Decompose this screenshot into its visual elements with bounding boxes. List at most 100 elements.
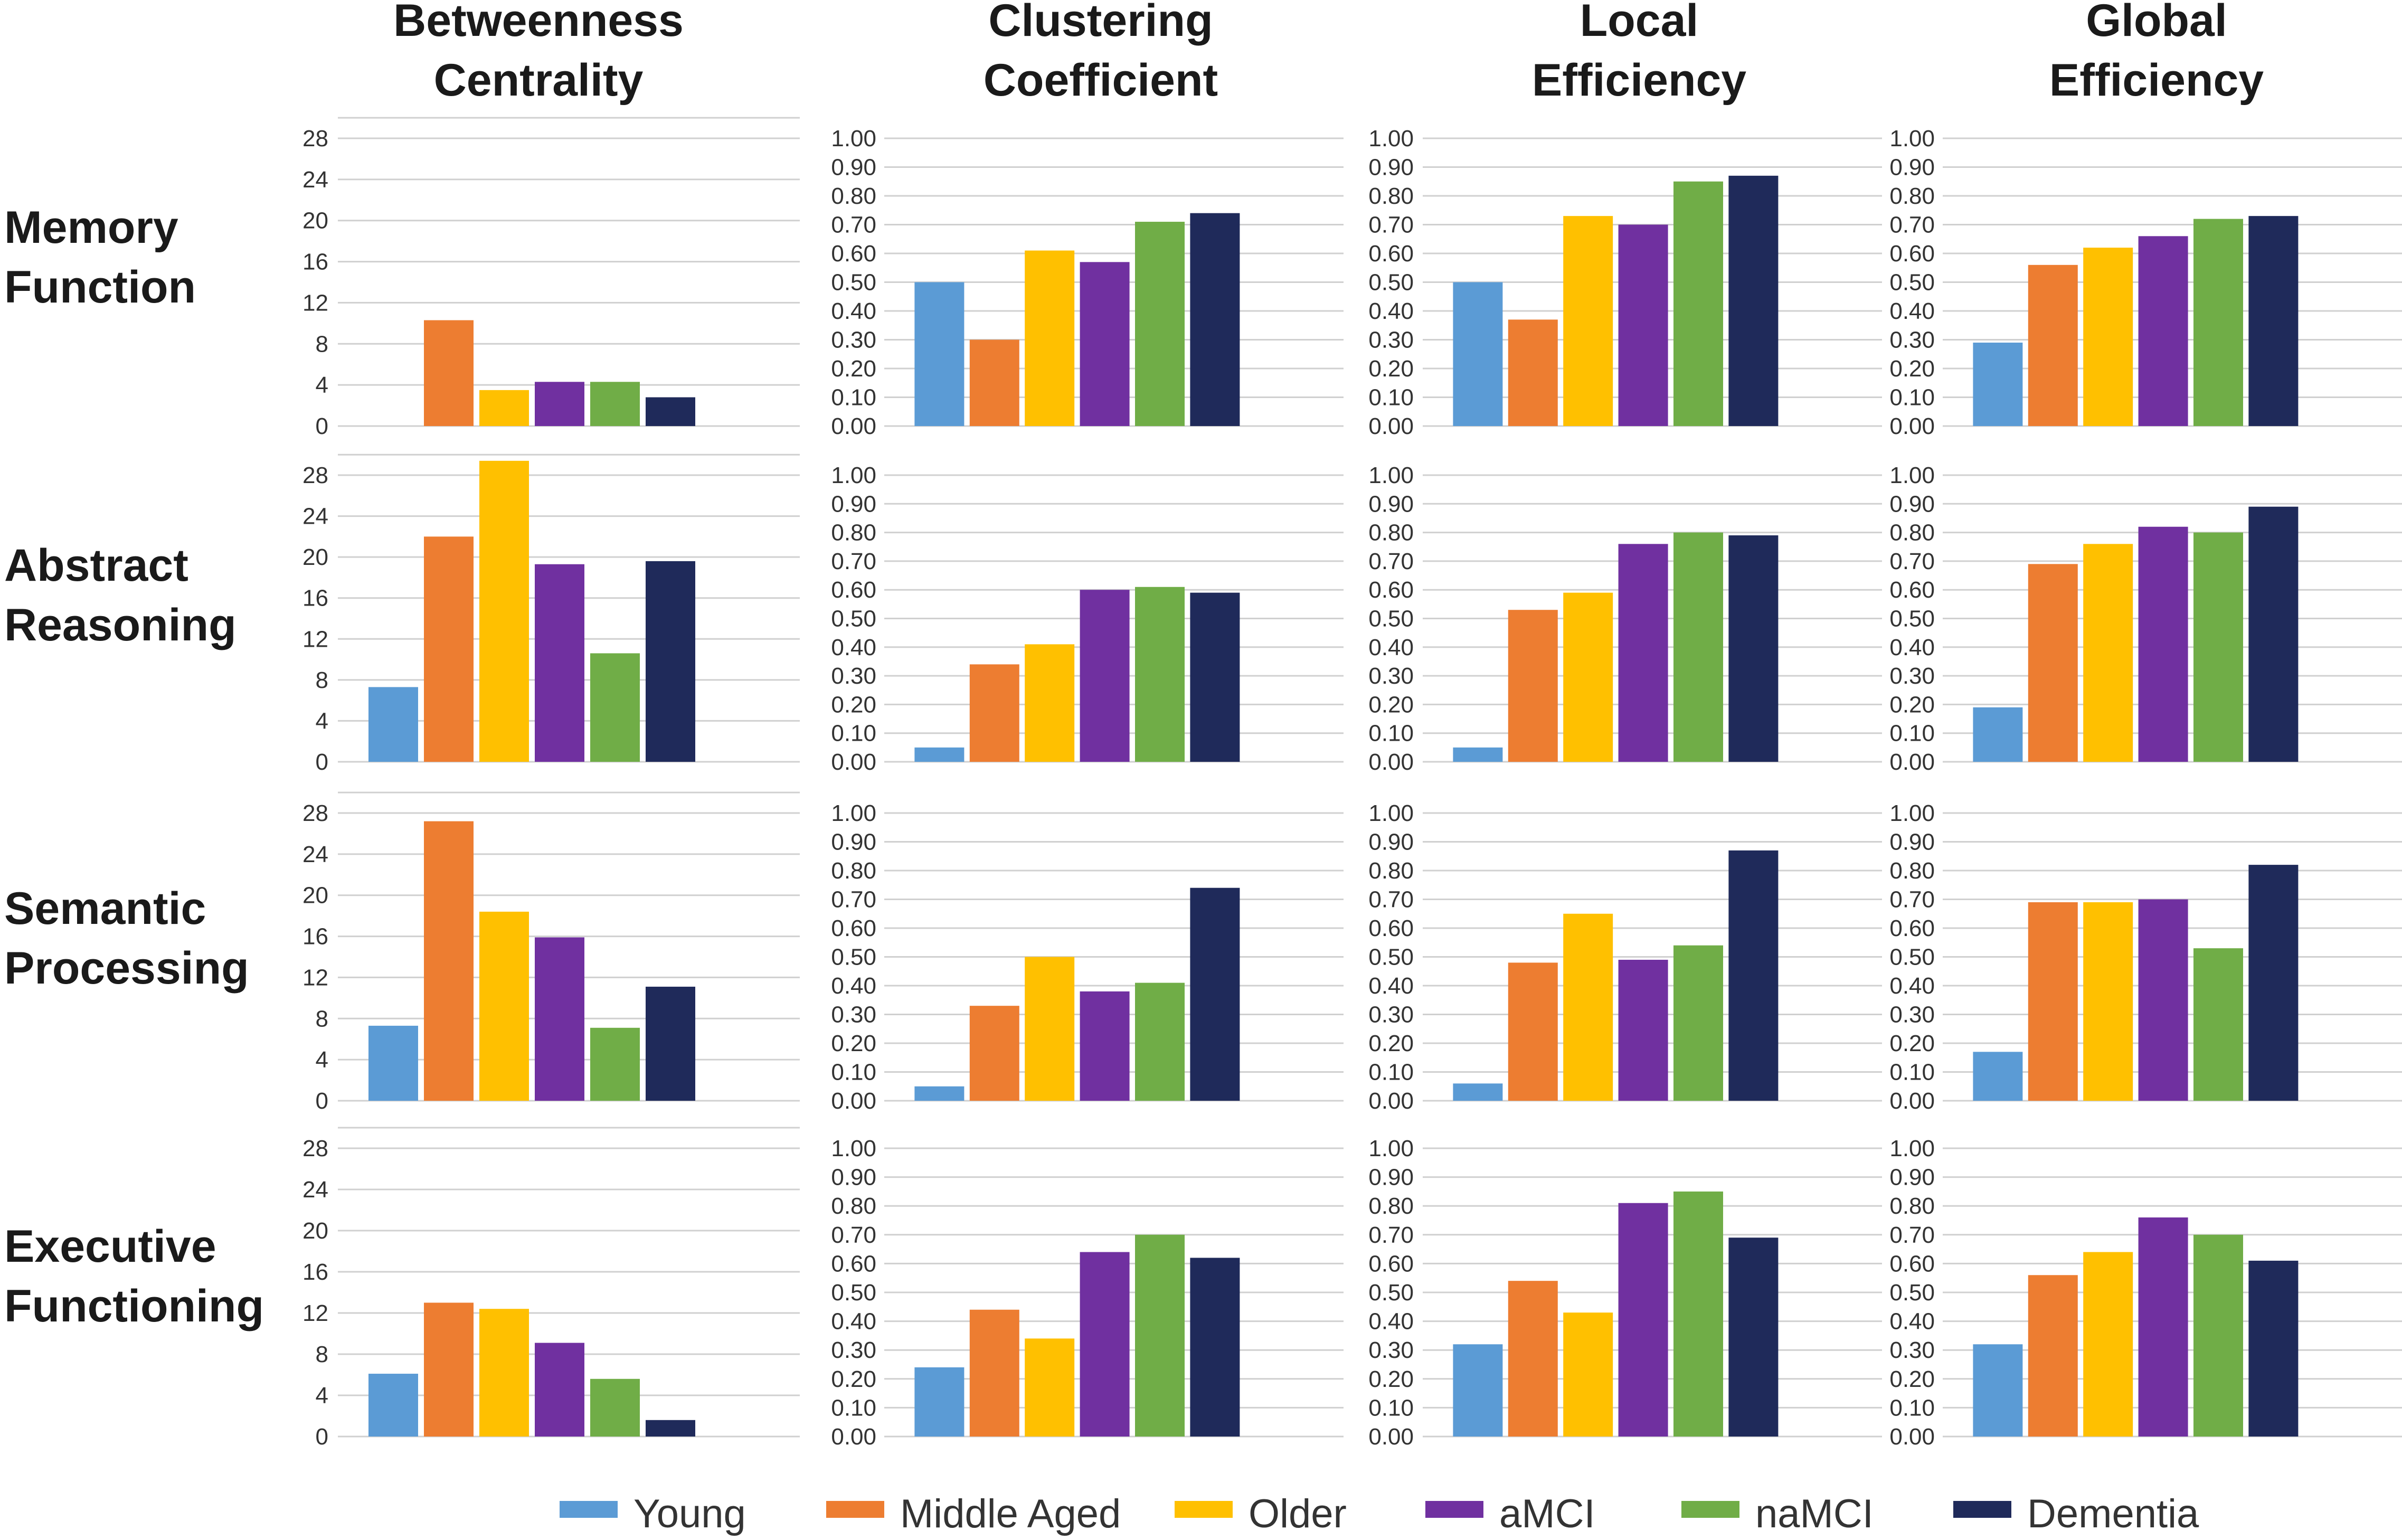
y-tick-label: 0.30 (1368, 1002, 1414, 1028)
column-title-centrality: Centrality (434, 55, 644, 106)
y-tick-label: 0.20 (831, 356, 876, 382)
y-tick-label: 0.70 (831, 1222, 876, 1248)
bar-amci (2138, 526, 2188, 762)
bar-namci (2193, 948, 2243, 1101)
y-tick-label: 0.60 (1889, 577, 1935, 603)
bar-older (479, 1309, 529, 1437)
bar-amci (1080, 262, 1130, 426)
bar-namci (1135, 222, 1185, 426)
panel-executive-functioning-betweenness-centrality: 0 4 8 12 16 20 24 28 (302, 1127, 800, 1450)
y-tick-label: 0.90 (1889, 829, 1935, 855)
y-tick-label: 1.00 (1368, 462, 1414, 488)
column-title-efficiency: Efficiency (1532, 55, 1746, 106)
bar-namci (1135, 587, 1185, 762)
y-tick-label: 0.00 (1889, 413, 1935, 439)
bar-middle-aged (1508, 1281, 1558, 1437)
y-tick-label: 0.20 (1889, 356, 1935, 382)
y-tick-label: 20 (302, 544, 328, 570)
y-tick-label: 0.90 (831, 829, 876, 855)
column-title-efficiency: Efficiency (2049, 55, 2264, 106)
bar-young (914, 747, 964, 762)
bar-middle-aged (1508, 962, 1558, 1101)
y-tick-label: 0.60 (1368, 1251, 1414, 1277)
y-tick-label: 20 (302, 1218, 328, 1244)
y-tick-label: 0.60 (1368, 577, 1414, 603)
legend: Young Middle Aged Older aMCI naMCI Dementia (560, 1491, 2199, 1536)
y-tick-label: 0.90 (831, 491, 876, 517)
y-tick-label: 0.50 (831, 606, 876, 632)
y-tick-label: 8 (316, 667, 328, 693)
y-tick-label: 0.60 (1889, 241, 1935, 267)
y-tick-label: 0.40 (1368, 298, 1414, 324)
y-tick-label: 0.80 (831, 520, 876, 546)
bar-amci (2138, 899, 2188, 1101)
y-tick-label: 0.70 (831, 549, 876, 574)
y-tick-label: 0.90 (1368, 155, 1414, 181)
y-tick-label: 28 (302, 126, 328, 152)
y-tick-label: 0.10 (1368, 1060, 1414, 1085)
row-title-function: Function (4, 262, 196, 313)
bar-young (1973, 1052, 2023, 1101)
y-tick-label: 24 (302, 167, 328, 193)
y-tick-label: 1.00 (1368, 126, 1414, 152)
bar-dementia (1728, 535, 1779, 762)
bar-middle-aged (969, 1309, 1019, 1437)
y-tick-label: 0 (316, 413, 328, 439)
y-tick-label: 0.10 (1889, 385, 1935, 411)
bar-middle-aged (2028, 902, 2078, 1101)
column-title-clustering: Clustering (988, 0, 1213, 46)
bar-dementia (646, 397, 695, 426)
y-tick-label: 0.80 (1889, 858, 1935, 884)
y-tick-label: 0.00 (1889, 1088, 1935, 1114)
bar-namci (1673, 532, 1723, 762)
y-tick-label: 0.50 (1889, 1280, 1935, 1306)
y-tick-label: 12 (302, 965, 328, 990)
y-tick-label: 0.70 (831, 212, 876, 238)
y-tick-label: 0.70 (1368, 1222, 1414, 1248)
y-tick-label: 0.10 (831, 385, 876, 411)
bar-amci (1618, 224, 1668, 426)
y-tick-label: 0.30 (831, 1002, 876, 1028)
y-tick-label: 24 (302, 504, 328, 530)
panel-semantic-processing-local-efficiency: 0.00 0.10 0.20 0.30 0.40 0.50 0.600.70 0.80 0.90… (1368, 800, 1882, 1114)
bar-older (1563, 592, 1613, 762)
y-tick-label: 0.50 (1889, 606, 1935, 632)
y-tick-label: 0.50 (1889, 944, 1935, 970)
y-tick-label: 0.60 (1889, 915, 1935, 941)
legend-label-middle-aged: Middle Aged (900, 1491, 1121, 1536)
bar-older (1025, 250, 1075, 426)
bar-amci (535, 937, 584, 1101)
bar-namci (590, 653, 640, 762)
y-tick-label: 0.30 (1368, 1337, 1414, 1363)
y-tick-label: 20 (302, 208, 328, 234)
bar-amci (1618, 959, 1668, 1101)
panel-memory-function-local-efficiency: 0.000.10 0.20 0.30 0.400.50 0.60 0.70 0.800.90… (1368, 126, 1882, 439)
y-tick-label: 0.30 (831, 1337, 876, 1363)
panel-abstract-reasoning-betweenness-centrality: 0 4 8 12 16 20 24 28 (302, 454, 800, 775)
y-tick-label: 0.20 (831, 692, 876, 717)
y-tick-label: 0.10 (1368, 1395, 1414, 1421)
y-tick-label: 0.00 (831, 749, 876, 775)
panels-layer: 04812162024280.000.100.200.300.400.500.6… (302, 117, 2402, 1450)
y-tick-label: 4 (316, 708, 328, 734)
bar-young (914, 1367, 964, 1437)
y-tick-label: 28 (302, 1136, 328, 1161)
bar-middle-aged (969, 1006, 1019, 1101)
y-tick-label: 0.70 (1889, 212, 1935, 238)
panel-semantic-processing-betweenness-centrality: 0 4 8 12 16 20 24 28 (302, 791, 800, 1114)
y-tick-label: 0.00 (1368, 1088, 1414, 1114)
y-tick-label: 0.90 (1889, 1165, 1935, 1191)
row-title-processing: Processing (4, 943, 249, 994)
y-tick-label: 0.60 (1368, 241, 1414, 267)
bar-namci (1673, 181, 1723, 426)
legend-swatch-namci (1681, 1501, 1739, 1518)
y-tick-label: 0.20 (1889, 692, 1935, 717)
bar-young (1453, 1083, 1503, 1101)
panel-memory-function-clustering-coefficient: 0.000.10 0.20 0.30 0.400.50 0.60 0.70 0.800.90… (831, 126, 1344, 439)
y-tick-label: 0.10 (1368, 385, 1414, 411)
y-tick-label: 0.70 (831, 887, 876, 913)
y-tick-label: 0.80 (1889, 1193, 1935, 1219)
y-tick-label: 16 (302, 1259, 328, 1285)
y-tick-label: 0.50 (1368, 270, 1414, 296)
bar-amci (1080, 590, 1130, 762)
